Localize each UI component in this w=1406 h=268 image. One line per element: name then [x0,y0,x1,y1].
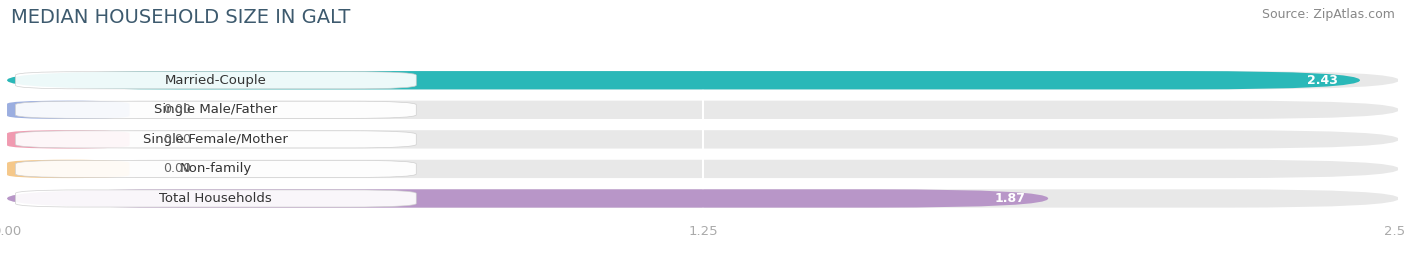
FancyBboxPatch shape [7,130,1399,148]
Text: MEDIAN HOUSEHOLD SIZE IN GALT: MEDIAN HOUSEHOLD SIZE IN GALT [11,8,350,27]
FancyBboxPatch shape [7,71,1360,90]
Text: Married-Couple: Married-Couple [165,74,267,87]
Text: Total Households: Total Households [159,192,273,205]
Text: 0.00: 0.00 [163,103,191,116]
FancyBboxPatch shape [7,71,1399,90]
Text: Single Male/Father: Single Male/Father [155,103,277,116]
FancyBboxPatch shape [7,160,1399,178]
Text: 0.00: 0.00 [163,133,191,146]
Text: 2.43: 2.43 [1306,74,1337,87]
FancyBboxPatch shape [7,101,1399,119]
FancyBboxPatch shape [7,189,1399,208]
Text: 0.00: 0.00 [163,162,191,176]
FancyBboxPatch shape [15,160,416,177]
FancyBboxPatch shape [7,189,1049,208]
FancyBboxPatch shape [7,160,129,178]
Text: Non-family: Non-family [180,162,252,176]
FancyBboxPatch shape [7,130,129,148]
Text: Single Female/Mother: Single Female/Mother [143,133,288,146]
FancyBboxPatch shape [7,101,129,119]
Text: 1.87: 1.87 [995,192,1026,205]
FancyBboxPatch shape [15,72,416,89]
FancyBboxPatch shape [15,190,416,207]
FancyBboxPatch shape [15,101,416,118]
Text: Source: ZipAtlas.com: Source: ZipAtlas.com [1261,8,1395,21]
FancyBboxPatch shape [15,131,416,148]
